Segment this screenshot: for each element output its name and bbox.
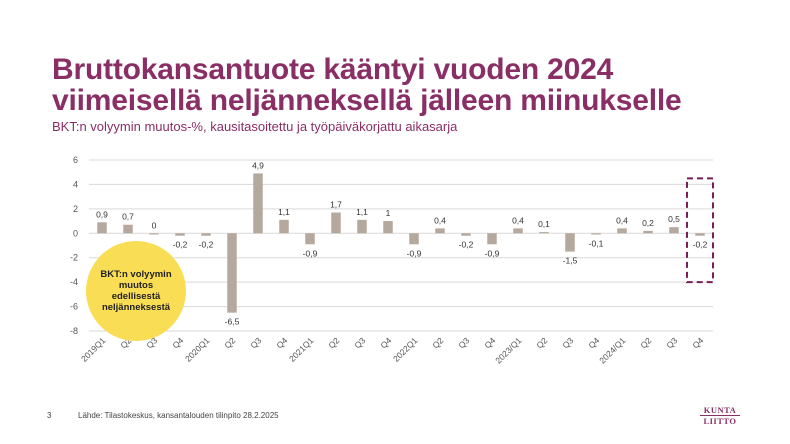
bar <box>617 228 627 234</box>
data-label: -6,5 <box>225 317 240 327</box>
data-label: 0,4 <box>616 215 628 225</box>
x-tick-label: Q2 <box>534 335 549 350</box>
bar <box>175 233 185 236</box>
callout-text: BKT:n volyymin muutos edellisestä neljän… <box>100 269 172 313</box>
data-label: -0,2 <box>459 240 474 250</box>
x-tick-label: 2021Q1 <box>287 335 316 364</box>
data-label: 0,4 <box>512 215 524 225</box>
data-label: 0,7 <box>122 212 134 222</box>
bar <box>435 228 445 234</box>
kuntaliitto-logo: KUNTA LIITTO <box>700 406 740 425</box>
bar <box>279 219 289 234</box>
bar <box>539 232 549 234</box>
bar <box>123 224 133 234</box>
x-tick-label: Q3 <box>352 335 367 350</box>
callout-circle: BKT:n volyymin muutos edellisestä neljän… <box>86 241 186 341</box>
title-line-1: Bruttokansantuote kääntyi vuoden 2024 <box>52 53 614 86</box>
bar <box>643 230 653 234</box>
x-tick-label: Q4 <box>274 335 289 350</box>
y-tick-label: 2 <box>73 204 78 214</box>
bar <box>513 228 523 234</box>
x-tick-label: Q4 <box>482 335 497 350</box>
x-tick-label: Q2 <box>326 335 341 350</box>
data-label: 4,9 <box>252 160 264 170</box>
title-line-2: viimeisellä neljänneksellä jälleen miinu… <box>52 84 682 117</box>
data-label: 1,1 <box>278 207 290 217</box>
x-tick-label: Q4 <box>170 335 185 350</box>
data-label: -0,9 <box>407 248 422 258</box>
logo-line-2: LIITTO <box>703 416 737 426</box>
bar <box>669 227 679 234</box>
data-label: 1,1 <box>356 207 368 217</box>
bar <box>305 233 315 245</box>
bar <box>253 173 263 234</box>
x-tick-label: Q3 <box>456 335 471 350</box>
x-tick-label: Q3 <box>664 335 679 350</box>
data-label: -0,9 <box>485 248 500 258</box>
x-tick-label: Q4 <box>586 335 601 350</box>
data-label: 1,7 <box>330 200 342 210</box>
x-tick-label: 2020Q1 <box>183 335 212 364</box>
y-tick-label: 4 <box>73 179 78 189</box>
y-tick-label: -2 <box>70 253 78 263</box>
source-note: Lähde: Tilastokeskus, kansantalouden til… <box>78 411 279 420</box>
bar <box>695 233 705 236</box>
bar <box>591 233 601 235</box>
bar <box>149 233 159 235</box>
x-tick-label: 2023/Q1 <box>493 335 523 365</box>
x-tick-label: Q2 <box>430 335 445 350</box>
page-number: 3 <box>47 411 52 420</box>
highlight-box <box>686 177 714 284</box>
logo-line-1: KUNTA <box>703 405 737 415</box>
x-tick-label: Q2 <box>638 335 653 350</box>
x-tick-label: Q4 <box>378 335 393 350</box>
chart-subtitle: BKT:n volyymin muutos-%, kausitasoitettu… <box>52 119 458 134</box>
bar <box>383 221 393 234</box>
y-tick-label: -4 <box>70 277 78 287</box>
data-label: 1 <box>386 208 391 218</box>
x-tick-label: Q3 <box>248 335 263 350</box>
data-label: 0,9 <box>96 209 108 219</box>
y-tick-label: -8 <box>70 326 78 336</box>
data-label: -0,2 <box>693 240 708 250</box>
data-label: -0,2 <box>173 240 188 250</box>
data-label: -0,1 <box>589 239 604 249</box>
data-label: 0,4 <box>434 215 446 225</box>
x-tick-label: 2024/Q1 <box>597 335 627 365</box>
data-label: -0,2 <box>199 240 214 250</box>
logo-divider <box>700 415 740 416</box>
bar <box>97 222 107 234</box>
x-tick-label: Q4 <box>690 335 705 350</box>
bar <box>409 233 419 245</box>
y-tick-label: 0 <box>73 228 78 238</box>
data-label: 0,2 <box>642 218 654 228</box>
x-tick-label: 2019Q1 <box>79 335 108 364</box>
bar <box>201 233 211 236</box>
data-label: 0 <box>152 220 157 230</box>
y-tick-label: -6 <box>70 302 78 312</box>
data-label: 0,1 <box>538 219 550 229</box>
bar <box>227 233 237 313</box>
x-tick-label: 2022Q1 <box>391 335 420 364</box>
bar <box>461 233 471 236</box>
data-label: -0,9 <box>303 248 318 258</box>
data-label: 0,5 <box>668 214 680 224</box>
y-tick-label: 6 <box>73 155 78 165</box>
bar <box>487 233 497 245</box>
x-tick-label: Q3 <box>560 335 575 350</box>
bar <box>565 233 575 252</box>
data-label: -1,5 <box>563 256 578 266</box>
bar <box>357 219 367 234</box>
bar <box>331 212 341 234</box>
x-tick-label: Q2 <box>222 335 237 350</box>
page-title: Bruttokansantuote kääntyi vuoden 2024 vi… <box>52 53 682 117</box>
